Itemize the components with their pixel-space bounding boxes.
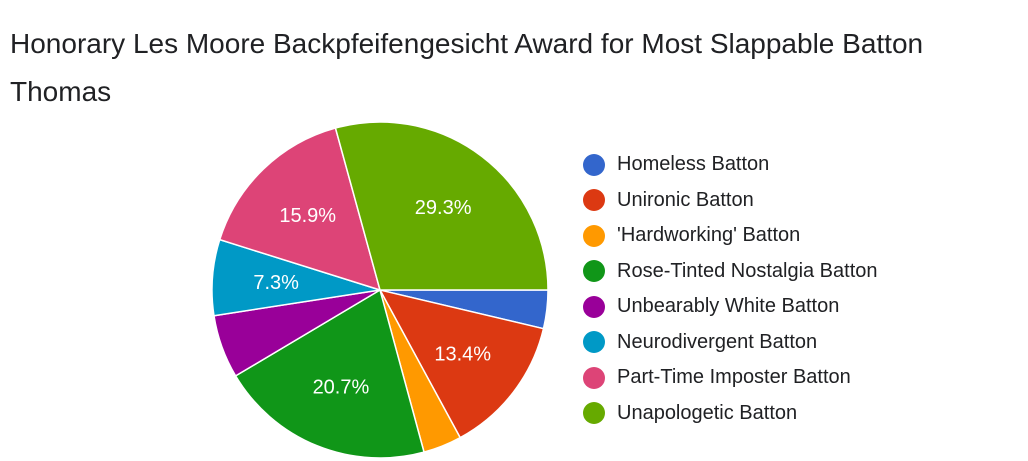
legend-swatch-4 (583, 295, 605, 318)
pie-slice-label-7: 29.3% (415, 197, 472, 219)
pie-slice-label-1: 13.4% (434, 343, 491, 365)
pie-slice-label-5: 7.3% (253, 272, 299, 294)
pie-slice-label-3: 20.7% (313, 377, 370, 399)
legend-item-2: 'Hardworking' Batton (583, 218, 878, 254)
legend-item-0: Homeless Batton (583, 147, 878, 183)
legend-label-1: Unironic Batton (617, 188, 754, 211)
pie-slice-6 (218, 127, 382, 292)
legend-label-3: Rose-Tinted Nostalgia Batton (617, 259, 878, 282)
legend-item-6: Part-Time Imposter Batton (583, 360, 878, 396)
legend-swatch-2 (583, 224, 605, 247)
pie-slice-1 (378, 288, 545, 439)
legend-label-5: Neurodivergent Batton (617, 330, 818, 353)
legend-swatch-6 (583, 366, 605, 389)
chart-title: Honorary Les Moore Backpfeifengesicht Aw… (10, 28, 924, 107)
pie-slice-3 (234, 288, 425, 459)
legend-item-5: Neurodivergent Batton (583, 325, 878, 361)
legend-item-4: Unbearably White Batton (583, 289, 878, 325)
pie-slice-label-6: 15.9% (279, 205, 336, 227)
legend-swatch-3 (583, 260, 605, 283)
legend-label-2: 'Hardworking' Batton (617, 224, 801, 247)
legend-label-7: Unapologetic Batton (617, 401, 798, 424)
legend-label-0: Homeless Batton (617, 153, 770, 176)
chart-legend: Homeless Batton Unironic Batton 'Hardworki… (583, 147, 878, 431)
legend-swatch-0 (583, 153, 605, 176)
legend-label-6: Part-Time Imposter Batton (617, 366, 851, 389)
legend-swatch-7 (583, 402, 605, 425)
legend-label-4: Unbearably White Batton (617, 295, 840, 318)
pie-slice-7 (334, 121, 549, 291)
legend-swatch-1 (583, 189, 605, 212)
legend-item-3: Rose-Tinted Nostalgia Batton (583, 254, 878, 290)
legend-item-1: Unironic Batton (583, 183, 878, 219)
legend-item-7: Unapologetic Batton (583, 396, 878, 432)
legend-swatch-5 (583, 331, 605, 354)
